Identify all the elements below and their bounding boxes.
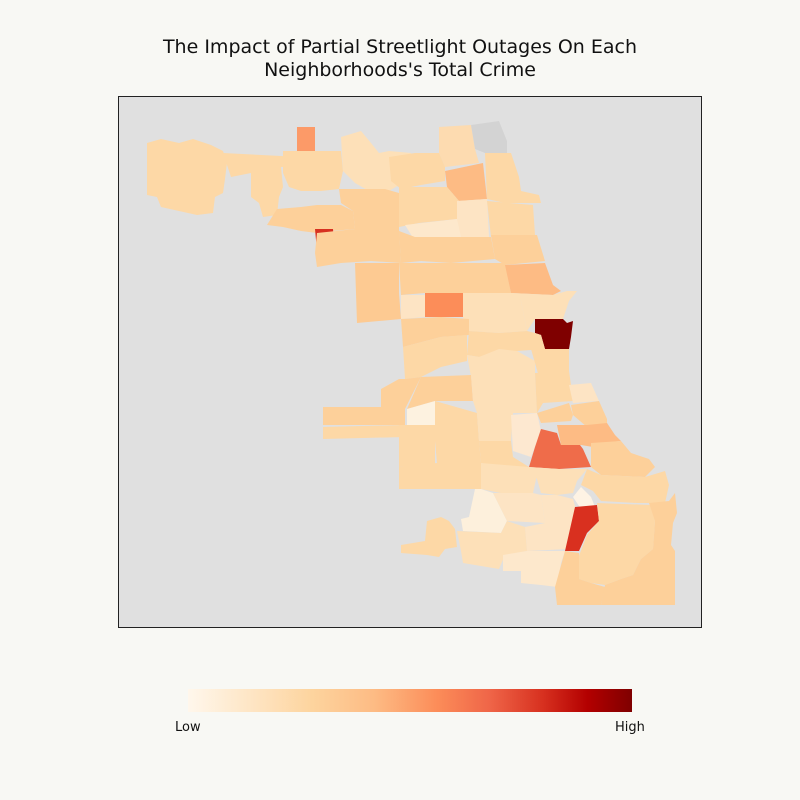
neighborhood-south-shore xyxy=(557,423,621,447)
neighborhood-albany-park xyxy=(399,187,459,227)
neighborhood-lakeview xyxy=(491,235,545,265)
neighborhood-new-city xyxy=(477,413,513,441)
neighborhood-archer-heights xyxy=(407,375,473,409)
neighborhood-clearing xyxy=(323,425,405,439)
colorbar-high-label: High xyxy=(615,720,645,735)
neighborhood-near-west xyxy=(467,331,545,357)
colorbar xyxy=(188,689,632,712)
neighborhood-portage-park xyxy=(339,189,399,231)
neighborhood-nw-strip xyxy=(223,153,301,177)
map-area xyxy=(118,96,702,628)
neighborhood-loop xyxy=(535,319,573,349)
neighborhood-lower-west xyxy=(467,349,535,377)
neighborhood-edison-park xyxy=(297,127,315,157)
neighborhood-hegewisch xyxy=(601,493,677,605)
neighborhood-auburn-gresham xyxy=(481,463,537,495)
neighborhood-mount-greenwood xyxy=(401,517,457,557)
neighborhood-hermosa xyxy=(399,263,447,295)
map-title-line-1: The Impact of Partial Streetlight Outage… xyxy=(162,36,638,58)
neighborhood-west-garfield xyxy=(401,295,425,319)
neighborhood-uptown xyxy=(487,201,535,237)
neighborhood-edgewater xyxy=(485,153,541,203)
neighborhood-gage-park xyxy=(435,401,479,441)
neighborhood-near-north xyxy=(511,291,577,331)
neighborhood-north-park xyxy=(389,153,445,189)
neighborhood-chicago-lawn xyxy=(435,441,481,463)
neighborhood-woodlawn xyxy=(529,429,591,469)
neighborhood-greater-grand-crossing xyxy=(479,441,529,467)
neighborhood-east-side xyxy=(577,503,655,585)
neighborhood-humboldt-park xyxy=(425,293,463,317)
neighborhood-austin xyxy=(355,263,401,323)
neighborhood-fuller-park xyxy=(511,413,541,457)
neighborhood-chatham xyxy=(529,467,587,495)
neighborhood-morgan-park xyxy=(457,521,527,569)
neighborhood-west-town xyxy=(463,293,527,333)
neighborhood-norwood-park xyxy=(251,165,283,217)
neighborhood-garfield-ridge xyxy=(323,377,421,425)
neighborhood-washington-heights xyxy=(493,493,545,523)
neighborhood-bridgeport xyxy=(471,375,537,413)
neighborhood-logan-square xyxy=(447,263,511,293)
neighborhood-west-lawn xyxy=(399,425,435,467)
neighborhood-lincoln-square xyxy=(445,163,487,201)
map-title-line-2: Neighborhoods's Total Crime xyxy=(264,59,536,81)
colorbar-low-label: Low xyxy=(175,720,201,735)
neighborhood-oakland xyxy=(569,383,599,403)
neighborhood-west-elsdon xyxy=(407,401,435,425)
neighborhood-south-chicago xyxy=(581,469,669,503)
neighborhood-grand-boulevard xyxy=(537,403,573,423)
neighborhood-rogers-park xyxy=(471,121,507,153)
neighborhood-pullman xyxy=(565,505,599,551)
neighborhood-beverly xyxy=(461,489,507,533)
neighborhood-belmont-cragin xyxy=(315,229,401,267)
neighborhood-avalon-park xyxy=(591,441,655,477)
neighborhood-jefferson-park xyxy=(283,151,343,191)
neighborhood-irving-park xyxy=(405,219,461,241)
neighborhood-riverdale xyxy=(555,551,605,605)
neighborhood-north-lawndale xyxy=(401,317,469,347)
neighborhood-west-ridge xyxy=(439,125,479,167)
neighborhood-avondale xyxy=(399,231,495,263)
neighborhood-douglas xyxy=(535,371,573,413)
neighborhood-ohare xyxy=(147,139,227,215)
neighborhood-calumet-heights xyxy=(573,487,595,509)
neighborhood-dunning xyxy=(267,205,355,233)
neighborhood-south-lawndale xyxy=(403,335,467,379)
neighborhood-near-south xyxy=(531,349,569,377)
map-title: The Impact of Partial Streetlight Outage… xyxy=(0,36,800,82)
neighborhood-west-pullman xyxy=(503,551,565,587)
neighborhood-ashburn xyxy=(399,463,481,489)
neighborhood-lincoln-park xyxy=(505,263,561,295)
neighborhood-north-center xyxy=(457,199,489,237)
neighborhood-kenwood xyxy=(571,401,607,427)
neighborhood-roseland xyxy=(525,495,577,551)
choropleth-map xyxy=(147,121,677,605)
